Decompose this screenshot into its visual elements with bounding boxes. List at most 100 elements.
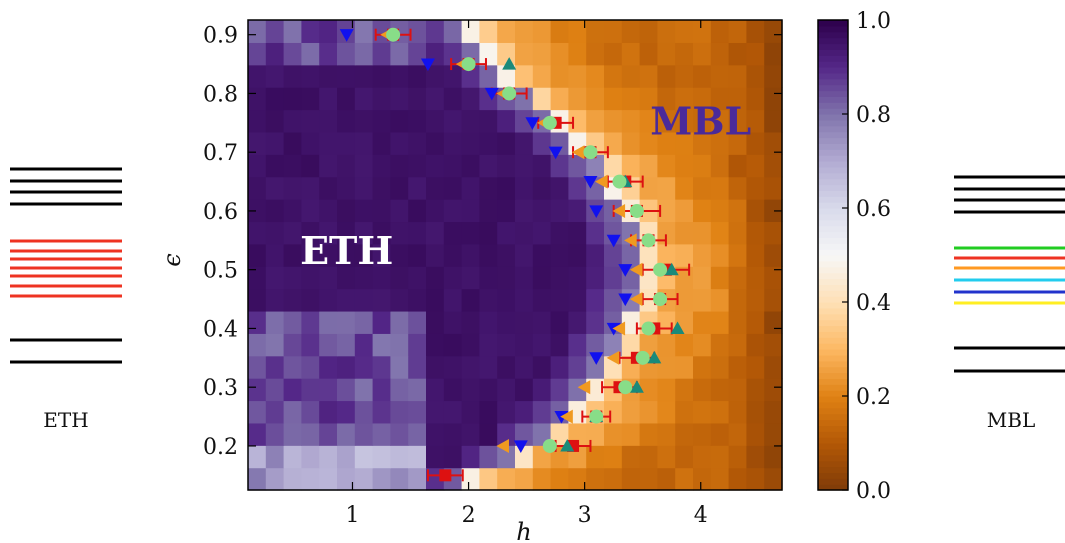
heatmap-cell (372, 176, 391, 200)
colorbar-segment (818, 272, 848, 280)
heatmap-cell (550, 87, 569, 111)
heatmap-cell (461, 87, 480, 111)
colorbar-frame (817, 19, 849, 491)
heatmap-cell (301, 266, 320, 290)
heatmap-cell (426, 378, 445, 402)
heatmap-cell (746, 87, 765, 111)
heatmap-cell (746, 422, 765, 446)
heatmap-cell (515, 221, 534, 245)
heatmap-cell (515, 243, 534, 267)
heatmap-cell (604, 467, 623, 491)
heatmap-cell (283, 131, 302, 155)
heatmap-cell (532, 42, 552, 66)
heatmap-cell (621, 20, 641, 43)
heatmap-cell (408, 243, 427, 267)
heatmap-cell (337, 288, 356, 312)
y-tick-label: 0.2 (203, 435, 238, 460)
heatmap-cell (532, 243, 552, 267)
region-labels: ETH MBL (300, 99, 751, 273)
heatmap-cell (390, 243, 409, 267)
colorbar-segment (818, 149, 848, 156)
heatmap-cell (319, 288, 338, 312)
heatmap-cell (693, 64, 712, 88)
colorbar-segment (818, 249, 848, 256)
heatmap-cell (764, 310, 783, 334)
heatmap-cell (390, 422, 409, 446)
heatmap-cell (604, 422, 623, 446)
heatmap-cell (532, 154, 552, 178)
heatmap-cell (550, 199, 569, 223)
heatmap-cell (764, 42, 783, 66)
heatmap-cell (497, 422, 516, 446)
heatmap-cell (728, 422, 747, 446)
colorbar-segment (818, 43, 848, 50)
heatmap-cell (248, 288, 267, 312)
heatmap-cell (390, 87, 409, 111)
triangle-left-marker (629, 262, 643, 277)
heatmap-cell (710, 378, 730, 402)
heatmap-cell (693, 243, 712, 267)
heatmap-cell (354, 266, 374, 290)
colorbar-segment (818, 413, 848, 421)
heatmap-cell (461, 243, 480, 267)
circle-marker (641, 321, 656, 336)
heatmap-cell (372, 445, 391, 469)
heatmap-cell (354, 176, 374, 200)
heatmap-cell (710, 109, 730, 133)
colorbar-segment (818, 243, 848, 250)
heatmap-cell (621, 333, 641, 357)
triangle-left-marker (624, 233, 637, 248)
heatmap-cell (248, 333, 267, 357)
y-tick-label: 0.5 (203, 259, 238, 284)
heatmap-cell (354, 467, 374, 491)
heatmap-cell (586, 310, 605, 334)
heatmap-cell (746, 266, 765, 290)
heatmap-cell (354, 131, 374, 155)
heatmap-cell (354, 20, 374, 43)
heatmap-cell (586, 467, 605, 491)
heatmap-cell (283, 221, 302, 245)
heatmap-cell (408, 333, 427, 357)
heatmap-cell (604, 400, 623, 424)
heatmap-cell (426, 109, 445, 133)
circle-marker (502, 86, 517, 101)
colorbar-segment (818, 466, 848, 473)
heatmap-cell (568, 87, 587, 111)
heatmap-cell (390, 467, 409, 491)
heatmap-cell (568, 288, 587, 312)
heatmap-cell (657, 221, 676, 245)
heatmap-cell (710, 266, 730, 290)
heatmap-cell (461, 154, 480, 178)
heatmap-cell (354, 87, 374, 111)
colorbar-segment (818, 484, 848, 491)
heatmap-cell (550, 467, 569, 491)
heatmap-cell (710, 288, 730, 312)
triangle-left-marker (560, 409, 573, 424)
heatmap-cell (443, 87, 463, 111)
heatmap-cell (550, 42, 569, 66)
triangle-down-marker (548, 146, 563, 160)
heatmap-cell (248, 87, 267, 111)
x-tick-label: 4 (694, 503, 708, 528)
colorbar-segment (818, 90, 848, 97)
colorbar-segment (818, 425, 848, 432)
heatmap-cell (657, 199, 676, 223)
triangle-down-marker (525, 117, 540, 130)
heatmap-cell (337, 87, 356, 111)
heatmap-cell (515, 109, 534, 133)
colorbar-segment (818, 166, 848, 174)
heatmap-cell (390, 154, 409, 178)
heatmap-cell (461, 400, 480, 424)
heatmap-cell (728, 243, 747, 267)
heatmap-cell (283, 199, 302, 223)
colorbar-segment (818, 266, 848, 274)
heatmap-cell (532, 378, 552, 402)
colorbar-segment (818, 78, 848, 86)
heatmap-cell (283, 87, 302, 111)
colorbar-segment (818, 178, 848, 186)
heatmap-cell (390, 445, 409, 469)
heatmap-cell (657, 333, 676, 357)
heatmap-cell (354, 378, 374, 402)
colorbar: 0.0 0.2 0.4 0.6 0.8 1.0 (817, 9, 891, 504)
heatmap-cell (621, 400, 641, 424)
